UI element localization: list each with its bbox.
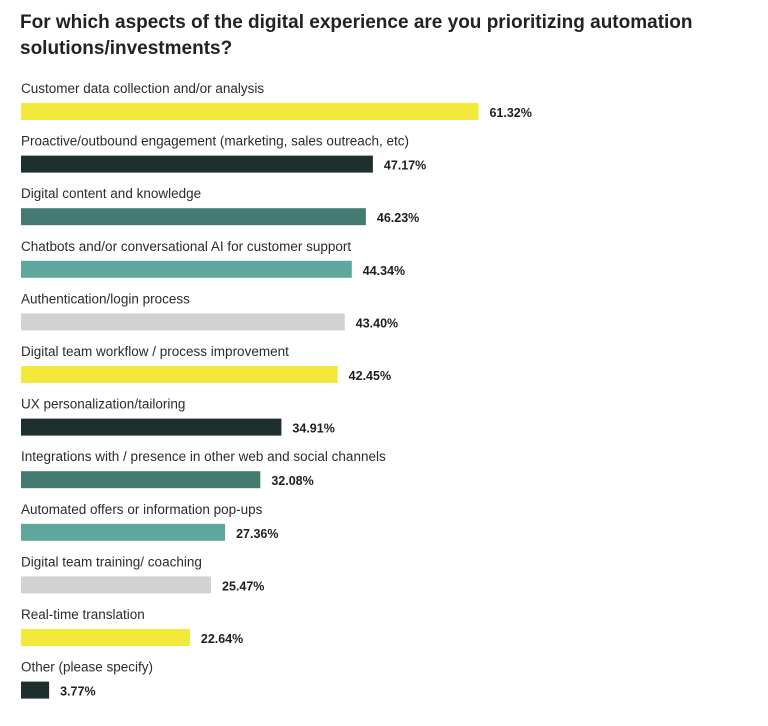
category-label: Digital team training/ coaching	[21, 554, 202, 569]
bar	[21, 418, 282, 436]
category-label: Automated offers or information pop-ups	[21, 502, 263, 517]
bar	[21, 208, 366, 226]
value-label: 42.45%	[349, 369, 391, 383]
value-label: 22.64%	[201, 632, 243, 646]
category-label: Real-time translation	[21, 607, 145, 622]
bar	[21, 523, 226, 541]
value-label: 46.23%	[377, 211, 419, 225]
value-label: 25.47%	[222, 579, 264, 593]
bar	[21, 103, 479, 120]
bar	[21, 366, 338, 383]
bar	[21, 155, 373, 173]
bar	[21, 681, 50, 699]
value-label: 61.32%	[489, 106, 531, 120]
bar	[21, 313, 345, 331]
category-label: Chatbots and/or conversational AI for cu…	[21, 239, 351, 254]
category-label: Other (please specify)	[21, 660, 153, 675]
bar	[21, 576, 212, 594]
value-label: 43.40%	[356, 316, 398, 330]
bar	[21, 629, 190, 646]
category-label: Digital content and knowledge	[21, 186, 201, 201]
category-label: UX personalization/tailoring	[21, 397, 185, 412]
chart-title: For which aspects of the digital experie…	[20, 12, 693, 59]
value-label: 3.77%	[60, 685, 95, 699]
value-label: 27.36%	[236, 527, 278, 541]
category-label: Integrations with / presence in other we…	[21, 449, 386, 464]
value-label: 44.34%	[363, 264, 405, 278]
category-label: Customer data collection and/or analysis	[21, 81, 264, 96]
value-label: 47.17%	[384, 159, 426, 173]
bar	[21, 260, 352, 278]
bar	[21, 471, 261, 489]
value-label: 32.08%	[271, 474, 313, 488]
category-label: Proactive/outbound engagement (marketing…	[21, 134, 409, 149]
category-label: Authentication/login process	[21, 291, 190, 306]
value-label: 34.91%	[292, 422, 334, 436]
category-label: Digital team workflow / process improvem…	[21, 344, 289, 359]
